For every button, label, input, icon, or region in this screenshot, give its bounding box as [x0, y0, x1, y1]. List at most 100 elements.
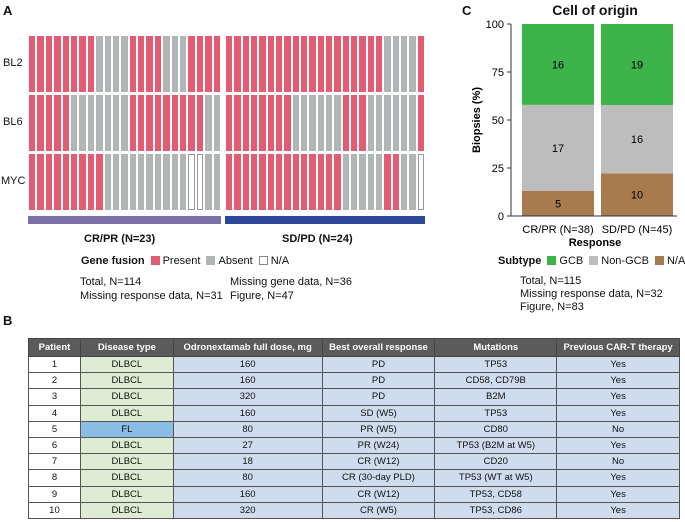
heatmap-cell-present	[61, 35, 70, 93]
legend-swatch-gcb	[547, 256, 557, 265]
heatmap-cell-present	[283, 35, 292, 93]
heatmap-cell-present	[187, 94, 196, 152]
legend-gcb: GCB	[559, 255, 584, 267]
table-cell: TP53 (WT at W5)	[434, 469, 558, 487]
table-cell: Yes	[556, 355, 680, 374]
heatmap-cell-present	[266, 35, 275, 93]
heatmap-cell-absent	[111, 94, 121, 152]
heatmap-cell-present	[187, 35, 196, 93]
heatmap-cell-present	[283, 94, 292, 152]
table-row: 2 DLBCL 160 PD CD58, CD79B Yes	[28, 372, 680, 390]
heatmap-cell-present	[225, 153, 234, 211]
table-cell: B2M	[434, 388, 558, 406]
heatmap-cell-absent	[366, 94, 375, 152]
row-label-bl6: BL6	[3, 116, 23, 128]
heatmap-cell-present	[128, 35, 138, 93]
table-cell: DLBCL	[79, 501, 174, 519]
bar-data-label: 10	[631, 190, 643, 202]
heatmap-cell-present	[53, 153, 62, 211]
heatmap-cell-present	[195, 35, 205, 93]
note: Figure, N=83	[520, 301, 584, 313]
table-cell: 1	[28, 355, 81, 374]
table-row: 5 FL 80 PR (W5) CD80 No	[28, 420, 680, 438]
chart-notes: Total, N=115 Missing response data, N=32…	[520, 275, 663, 314]
bar-segment-gcb	[522, 24, 594, 105]
bar-data-label: 16	[552, 59, 564, 71]
heatmap-cell-absent	[162, 35, 171, 93]
heatmap-cell-present	[258, 94, 267, 152]
heatmap-cell-present	[36, 94, 45, 152]
table-cell: No	[556, 420, 680, 438]
table-cell: DLBCL	[79, 469, 174, 487]
heatmap-cell-absent	[383, 35, 392, 93]
heatmap-cell-present	[250, 94, 259, 152]
column-header: Odronextamab full dose, mg	[172, 338, 323, 357]
heatmap-cell-present	[137, 35, 146, 93]
legend-na: N/A	[666, 255, 685, 267]
heatmap-cell-present	[308, 35, 317, 93]
heatmap-cell-present	[241, 35, 250, 93]
bar-segment-nongcb	[522, 104, 594, 191]
heatmap-cell-absent	[145, 153, 154, 211]
table-row: 8 DLBCL 80 CR (30-day PLD) TP53 (WT at W5) Ye…	[28, 469, 680, 487]
heatmap-cell-absent	[341, 153, 350, 211]
table-cell: PR (W24)	[321, 436, 436, 455]
heatmap-cell-present	[258, 153, 267, 211]
table-cell: TP53 (B2M at W5)	[434, 436, 558, 455]
table-cell: SD (W5)	[321, 404, 436, 422]
heatmap-cell-present	[350, 94, 359, 152]
heatmap-cell-present	[53, 94, 62, 152]
heatmap-cell-absent	[408, 94, 417, 152]
heatmap-cell-absent	[170, 153, 180, 211]
heatmap-cell-present	[225, 94, 234, 152]
heatmap-cell-absent	[162, 153, 171, 211]
bar-data-label: 19	[631, 60, 643, 72]
heatmap-cell-present	[241, 94, 250, 152]
heatmap-cell-absent	[95, 94, 104, 152]
bar-segment-gcb	[601, 24, 673, 106]
heatmap-cell-na	[195, 153, 205, 211]
heatmap-cell-present	[153, 35, 163, 93]
heatmap-cell-absent	[308, 94, 317, 152]
y-tick-label: 25	[492, 163, 504, 175]
table-cell: DLBCL	[79, 436, 174, 455]
table-cell: TP53	[434, 355, 558, 374]
heatmap-cell-absent	[375, 153, 384, 211]
table-row: 10 DLBCL 320 CR (W5) TP53, CD86 Yes	[28, 501, 680, 519]
heatmap-cell-absent	[391, 94, 400, 152]
heatmap-cell-present	[416, 94, 425, 152]
x-tick-sdpd: SD/PD (N=45)	[602, 224, 673, 236]
heatmap-cell-present	[275, 35, 284, 93]
heatmap-cell-present	[300, 35, 309, 93]
heatmap-cell-present	[36, 153, 45, 211]
heatmap-cell-absent	[120, 35, 129, 93]
table-cell: CD58, CD79B	[434, 372, 558, 390]
heatmap-cell-na	[187, 153, 196, 211]
table-row: 4 DLBCL 160 SD (W5) TP53 Yes	[28, 404, 680, 422]
heatmap-cell-absent	[366, 153, 375, 211]
group-bar-sdpd	[225, 216, 425, 224]
heatmap-cell-present	[333, 35, 342, 93]
heatmap-cell-present	[250, 153, 259, 211]
bar-data-label: 17	[552, 143, 564, 155]
heatmap-cell-present	[204, 35, 213, 93]
bar-segment-nongcb	[601, 105, 673, 174]
heatmap-cell-present	[358, 35, 367, 93]
heatmap-cell-absent	[212, 153, 221, 211]
table-cell: DLBCL	[79, 388, 174, 406]
heatmap-cell-absent	[212, 94, 221, 152]
bar-data-label: 5	[555, 198, 561, 210]
table-cell: 9	[28, 485, 81, 503]
table-cell: FL	[79, 420, 174, 438]
heatmap-cell-present	[316, 153, 325, 211]
heatmap-cell-absent	[400, 94, 409, 152]
table-cell: Yes	[556, 469, 680, 487]
table-cell: DLBCL	[79, 485, 174, 503]
heatmap-cell-absent	[300, 94, 309, 152]
heatmap-cell-present	[28, 94, 37, 152]
y-axis-title: Biopsies (%)	[471, 87, 483, 153]
table-cell: DLBCL	[79, 355, 174, 374]
heatmap-cell-present	[36, 35, 45, 93]
legend-swatch-nongcb	[589, 256, 599, 265]
table-header-row: Patient Disease type Odronextamab full dos…	[28, 338, 680, 357]
